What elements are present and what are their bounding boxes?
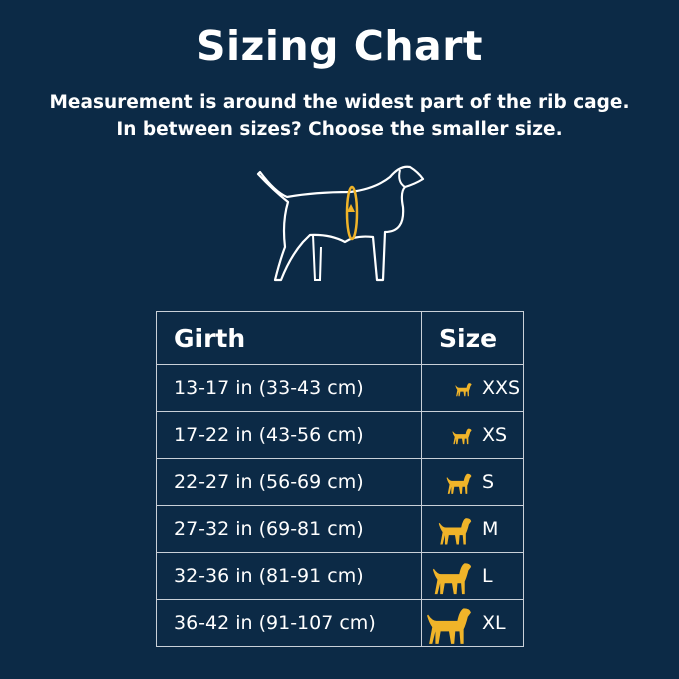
size-cell: M bbox=[421, 505, 524, 553]
spaniel-icon bbox=[438, 518, 472, 545]
subtitle-line-1: Measurement is around the widest part of… bbox=[49, 92, 630, 113]
size-label: XL bbox=[482, 612, 506, 634]
subtitle-line-2: In between sizes? Choose the smaller siz… bbox=[116, 119, 563, 140]
dog-outline-with-girth-arrow-icon bbox=[256, 165, 425, 282]
size-label: XS bbox=[482, 424, 508, 446]
table-row: 32-36 in (81-91 cm) L bbox=[156, 552, 524, 600]
great-dane-icon bbox=[427, 608, 471, 644]
size-cell: S bbox=[421, 458, 524, 506]
girth-cell: 13-17 in (33-43 cm) bbox=[156, 364, 422, 412]
table-row: 13-17 in (33-43 cm) XXS bbox=[156, 364, 524, 412]
page-title: Sizing Chart bbox=[195, 22, 484, 70]
size-cell: XS bbox=[421, 411, 524, 459]
header-girth: Girth bbox=[156, 311, 422, 365]
size-label: L bbox=[482, 565, 493, 587]
girth-cell: 32-36 in (81-91 cm) bbox=[156, 552, 422, 600]
chihuahua-icon bbox=[455, 382, 472, 396]
size-cell: XXS bbox=[421, 364, 524, 412]
girth-cell: 22-27 in (56-69 cm) bbox=[156, 458, 422, 506]
girth-cell: 27-32 in (69-81 cm) bbox=[156, 505, 422, 553]
pomeranian-icon bbox=[452, 428, 472, 445]
poodle-icon bbox=[446, 473, 472, 494]
table-row: 36-42 in (91-107 cm) XL bbox=[156, 599, 524, 647]
size-label: S bbox=[482, 471, 495, 493]
size-cell: XL bbox=[421, 599, 524, 647]
header-size: Size bbox=[421, 311, 524, 365]
table-row: 27-32 in (69-81 cm) M bbox=[156, 505, 524, 553]
retriever-icon bbox=[432, 563, 472, 595]
size-label: M bbox=[482, 518, 499, 540]
girth-cell: 36-42 in (91-107 cm) bbox=[156, 599, 422, 647]
table-row: 17-22 in (43-56 cm) XS bbox=[156, 411, 524, 459]
girth-cell: 17-22 in (43-56 cm) bbox=[156, 411, 422, 459]
size-label: XXS bbox=[482, 377, 521, 399]
sizing-table: Girth Size 13-17 in (33-43 cm) XXS 17-22… bbox=[156, 311, 524, 647]
table-row: 22-27 in (56-69 cm) S bbox=[156, 458, 524, 506]
size-cell: L bbox=[421, 552, 524, 600]
